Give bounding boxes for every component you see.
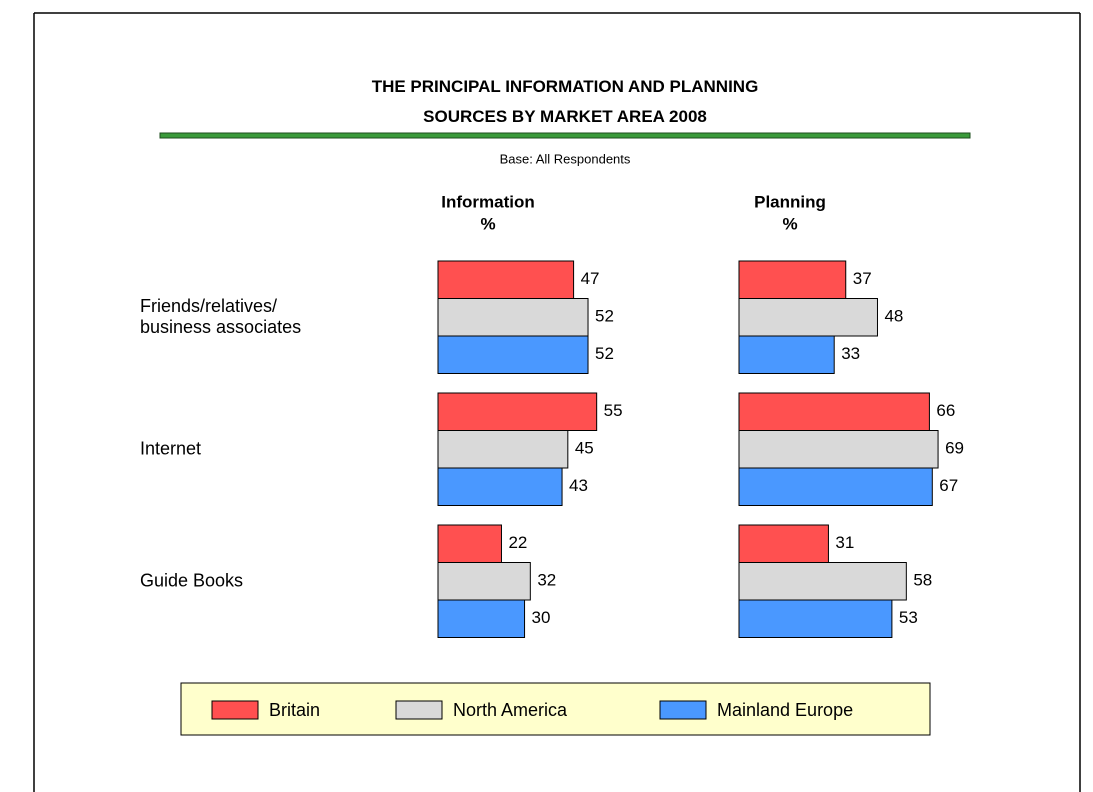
legend-label: North America xyxy=(453,700,568,720)
legend-swatch xyxy=(395,700,443,720)
value-label: 37 xyxy=(853,269,872,288)
bar xyxy=(437,599,526,638)
legend-label: Britain xyxy=(269,700,320,720)
legend-swatch xyxy=(211,700,259,720)
bar xyxy=(437,524,502,563)
bar xyxy=(437,298,589,337)
value-label: 22 xyxy=(508,533,527,552)
value-label: 30 xyxy=(532,608,551,627)
value-label: 58 xyxy=(913,571,932,590)
value-label: 45 xyxy=(575,439,594,458)
bar xyxy=(437,430,569,469)
legend-box xyxy=(180,682,931,736)
bar xyxy=(738,562,907,601)
value-label: 52 xyxy=(595,344,614,363)
value-label: 31 xyxy=(835,533,854,552)
category-label: Internet xyxy=(140,438,202,459)
value-label: 66 xyxy=(936,401,955,420)
bar xyxy=(437,562,531,601)
chart-title: THE PRINCIPAL INFORMATION AND PLANNING SO… xyxy=(372,77,759,126)
value-label: 32 xyxy=(537,571,556,590)
category-label: Guide Books xyxy=(140,570,244,591)
value-label: 47 xyxy=(581,269,600,288)
value-label: 67 xyxy=(939,476,958,495)
bar xyxy=(437,335,589,374)
value-label: 48 xyxy=(884,307,903,326)
panel-unit: % xyxy=(480,214,495,233)
panel-title: Planning xyxy=(754,192,826,211)
value-label: 52 xyxy=(595,307,614,326)
legend-swatch xyxy=(659,700,707,720)
bar xyxy=(437,392,598,431)
panel-unit: % xyxy=(782,214,797,233)
value-label: 69 xyxy=(945,439,964,458)
bar xyxy=(738,335,835,374)
value-label: 33 xyxy=(841,344,860,363)
bar xyxy=(738,298,878,337)
bar xyxy=(738,260,847,299)
value-label: 55 xyxy=(604,401,623,420)
value-label: 53 xyxy=(899,608,918,627)
bar xyxy=(738,430,939,469)
bar xyxy=(738,524,829,563)
subtitle: Base: All Respondents xyxy=(500,151,631,166)
bar xyxy=(738,599,893,638)
bar xyxy=(437,260,575,299)
legend-label: Mainland Europe xyxy=(717,700,853,720)
bar xyxy=(738,467,933,506)
bar xyxy=(437,467,563,506)
bar xyxy=(738,392,930,431)
category-label: Friends/relatives/ business associates xyxy=(140,296,302,338)
title-rule xyxy=(159,132,971,139)
value-label: 43 xyxy=(569,476,588,495)
panel-title: Information xyxy=(441,192,535,211)
